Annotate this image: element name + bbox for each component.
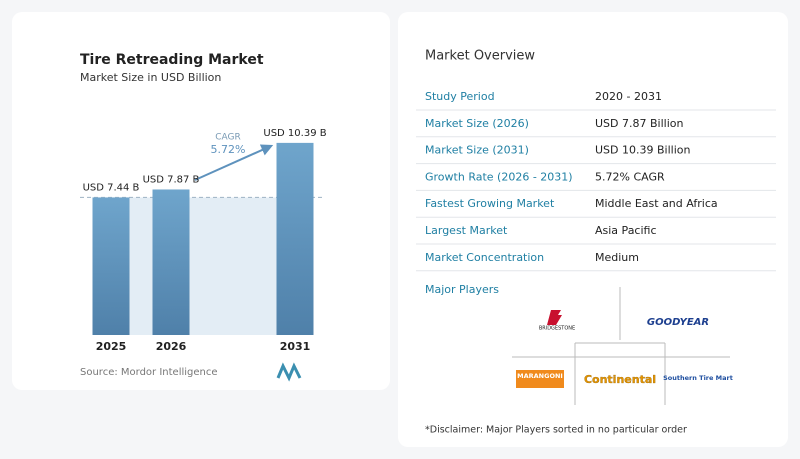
logo-box — [516, 370, 564, 388]
row-value: Asia Pacific — [595, 224, 657, 237]
row-bg — [416, 244, 776, 271]
row-value: Medium — [595, 251, 639, 264]
player-logo: Continental — [584, 373, 656, 386]
row-label: Largest Market — [425, 224, 508, 237]
player-logo: MARANGONI — [517, 372, 563, 380]
row-label: Market Size (2026) — [425, 117, 529, 130]
value-label: USD 10.39 B — [263, 128, 326, 139]
row-bg — [416, 137, 776, 164]
value-label: USD 7.44 B — [83, 182, 140, 193]
row-value: USD 7.87 Billion — [595, 117, 683, 130]
annotation: 5.72% — [211, 143, 246, 156]
reference-area — [129, 197, 277, 335]
row-label: Study Period — [425, 90, 495, 103]
disclaimer: *Disclaimer: Major Players sorted in no … — [425, 425, 687, 436]
bar — [152, 189, 190, 335]
players-title: Major Players — [425, 283, 499, 296]
player-logo: BRIDGESTONE — [539, 326, 575, 332]
x-tick-label: 2031 — [280, 340, 311, 353]
row-bg — [416, 191, 776, 218]
logo-mark — [547, 310, 562, 325]
x-tick-label: 2026 — [156, 340, 187, 353]
row-bg — [416, 84, 776, 110]
row-bg — [416, 164, 776, 191]
bar — [92, 197, 130, 335]
chart-subtitle: Market Size in USD Billion — [80, 71, 221, 84]
bar — [276, 142, 314, 335]
logo-grid — [512, 287, 730, 405]
row-label: Market Concentration — [425, 251, 544, 264]
row-value: 5.72% CAGR — [595, 170, 665, 183]
row-bg — [416, 110, 776, 137]
value-label: USD 7.87 B — [143, 174, 200, 185]
chart-title: Tire Retreading Market — [80, 52, 264, 68]
row-label: Market Size (2031) — [425, 144, 529, 157]
row-label: Growth Rate (2026 - 2031) — [425, 170, 573, 183]
row-value: 2020 - 2031 — [595, 90, 662, 103]
row-value: Middle East and Africa — [595, 197, 718, 210]
overview-title: Market Overview — [425, 49, 535, 64]
player-logo: GOODYEAR — [647, 317, 709, 328]
logo — [276, 362, 302, 382]
row-value: USD 10.39 Billion — [595, 144, 690, 157]
row-label: Fastest Growing Market — [425, 197, 555, 210]
player-logo: Southern Tire Mart — [663, 374, 733, 382]
source: Source: Mordor Intelligence — [80, 367, 218, 378]
row-bg — [416, 218, 776, 244]
x-tick-label: 2025 — [96, 340, 127, 353]
cagr-arrow — [194, 144, 274, 181]
annotation: CAGR — [215, 133, 241, 143]
